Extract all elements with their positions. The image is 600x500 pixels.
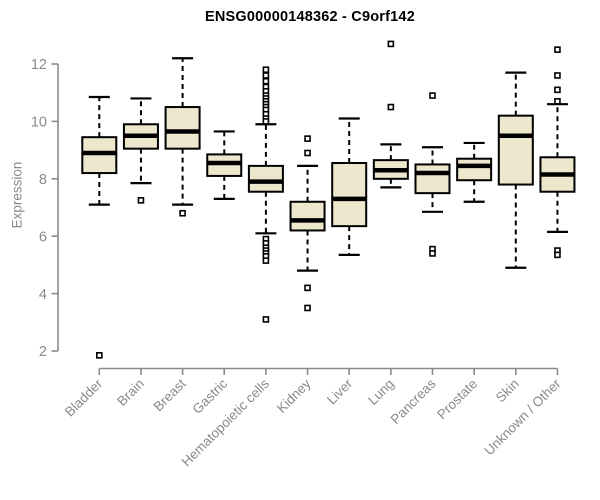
boxplot-lung	[372, 40, 409, 189]
outlier-point	[262, 77, 270, 85]
x-tick-label-unknown-other: Unknown / Other	[481, 376, 564, 459]
outlier-point	[554, 46, 561, 53]
x-tick-label-prostate: Prostate	[434, 376, 480, 422]
iqr-box	[414, 163, 451, 195]
outlier-point	[429, 92, 436, 99]
outlier-point	[554, 251, 561, 259]
outlier-point	[304, 149, 311, 157]
outlier-point	[429, 250, 436, 257]
boxplot-pancreas	[414, 92, 451, 257]
x-tick-label-lung: Lung	[365, 376, 397, 408]
boxplot-hematopoietic-cells	[247, 66, 284, 323]
outlier-point	[554, 98, 561, 105]
chart-title: ENSG00000148362 - C9orf142	[205, 9, 415, 25]
iqr-box	[289, 200, 326, 232]
y-tick-label: 8	[39, 172, 47, 188]
x-tick-label-bladder: Bladder	[62, 376, 106, 420]
boxplot-liver	[331, 117, 368, 256]
iqr-box	[331, 162, 368, 228]
boxplot-bladder	[81, 95, 118, 359]
x-tick-label-kidney: Kidney	[274, 376, 314, 416]
boxplot-brain	[122, 97, 159, 204]
iqr-box	[456, 157, 493, 182]
boxplot-unknown-other	[539, 46, 576, 259]
y-tick-label: 10	[31, 115, 47, 131]
boxplot-skin	[497, 71, 534, 269]
y-tick-label: 2	[39, 344, 47, 360]
y-tick-label: 4	[39, 287, 47, 303]
outlier-point	[554, 86, 561, 94]
boxplot-breast	[164, 57, 201, 217]
outlier-point	[262, 66, 270, 74]
y-tick-label: 6	[39, 229, 47, 245]
outlier-point	[387, 40, 395, 48]
iqr-box	[164, 106, 201, 150]
iqr-box	[247, 164, 284, 193]
outlier-point	[137, 197, 145, 204]
y-tick-label: 12	[31, 57, 47, 73]
y-axis: 2 4 6 8 10 12	[31, 57, 59, 360]
x-tick-label-liver: Liver	[324, 376, 356, 408]
outlier-point	[304, 135, 311, 142]
outlier-point	[554, 72, 561, 79]
outlier-point	[179, 209, 186, 217]
outlier-point	[96, 352, 103, 359]
outlier-point	[304, 304, 311, 312]
outlier-point	[262, 257, 270, 264]
outlier-point	[304, 284, 311, 292]
outlier-point	[262, 118, 270, 125]
x-tick-label-pancreas: Pancreas	[388, 376, 439, 427]
x-tick-label-skin: Skin	[493, 376, 522, 405]
outlier-point	[262, 316, 270, 323]
x-tick-label-gastric: Gastric	[190, 376, 231, 417]
boxplot-prostate	[456, 141, 493, 203]
x-tick-label-breast: Breast	[151, 376, 189, 414]
outlier-point	[262, 72, 270, 79]
outlier-point	[387, 103, 395, 111]
iqr-box	[497, 114, 534, 186]
boxplot-gastric	[206, 130, 243, 200]
boxplot-kidney	[289, 135, 326, 312]
x-tick-label-brain: Brain	[114, 376, 147, 409]
